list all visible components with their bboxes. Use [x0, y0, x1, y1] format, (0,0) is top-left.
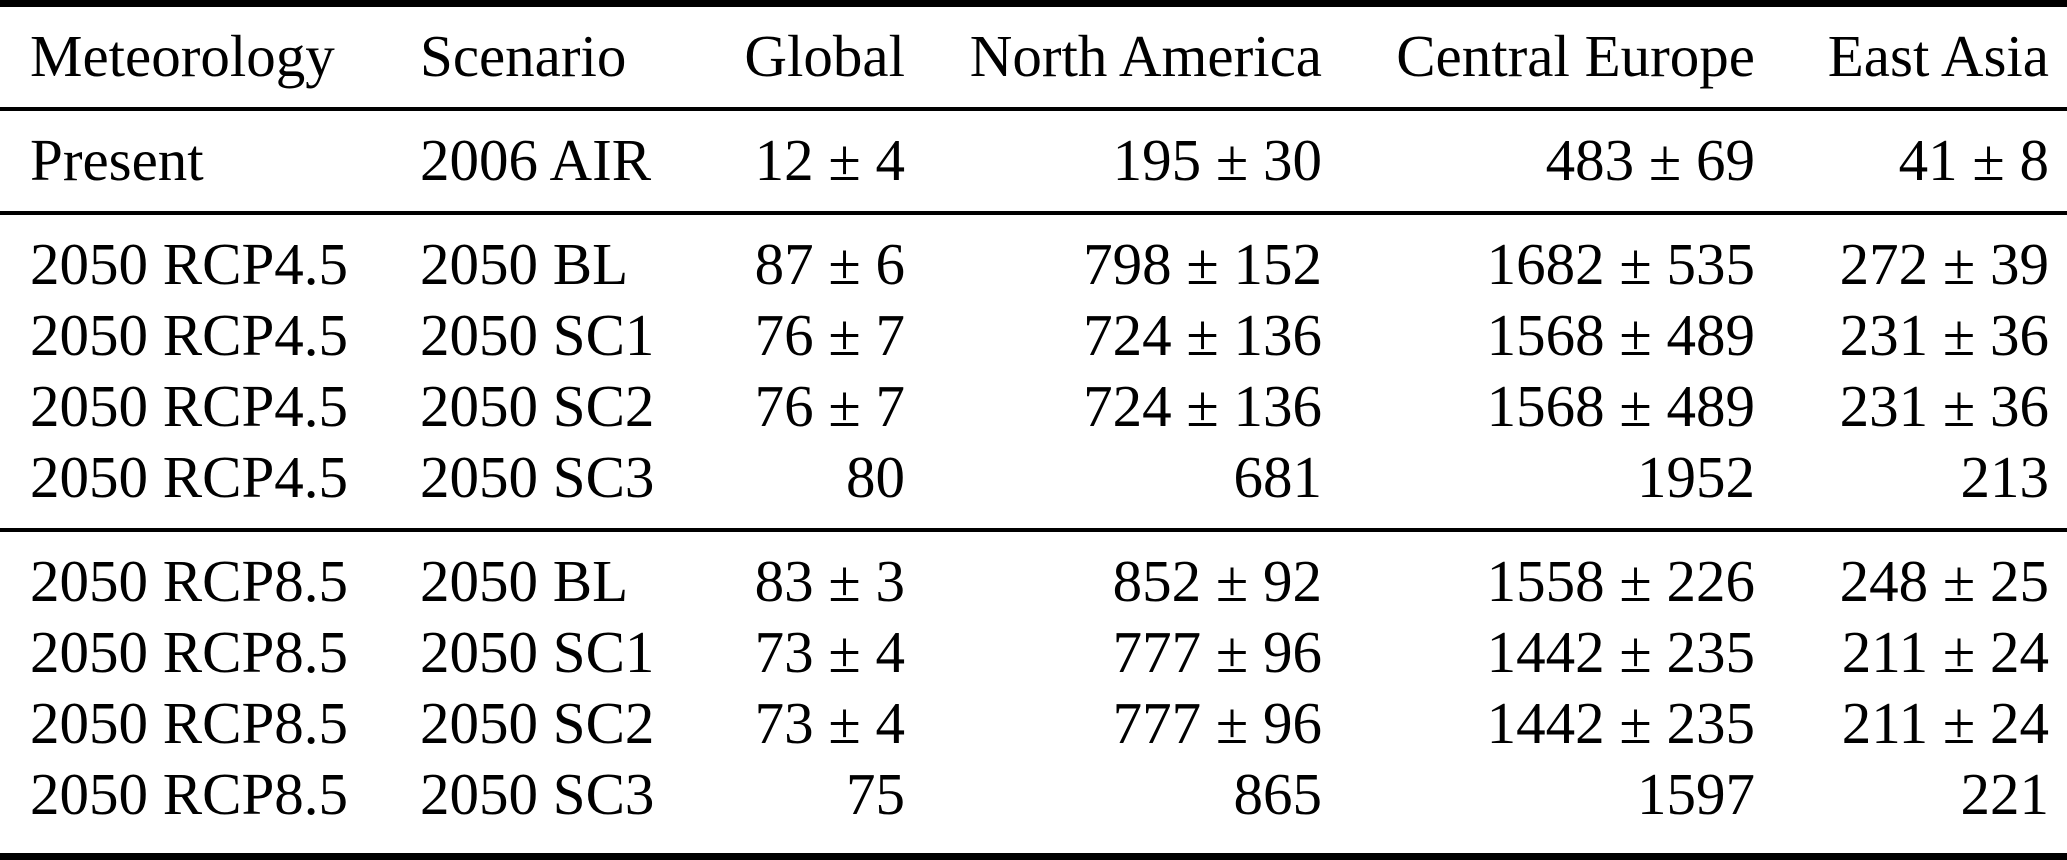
cell-east-asia: 272 ± 39	[1839, 231, 2049, 297]
cell-east-asia: 248 ± 25	[1839, 548, 2049, 614]
cell-east-asia: 213	[1960, 444, 2050, 510]
column-header-scenario: Scenario	[420, 23, 627, 89]
cell-east-asia: 231 ± 36	[1839, 373, 2049, 439]
column-header-north-america: North America	[969, 23, 1322, 89]
table-row-rcp45-bl: 2050 RCP4.5 2050 BL 87 ± 6 798 ± 152 168…	[0, 229, 2067, 300]
cell-east-asia: 221	[1960, 761, 2050, 827]
cell-scenario: 2050 SC2	[420, 690, 655, 756]
cell-east-asia: 211 ± 24	[1841, 690, 2049, 756]
group-rcp85: 2050 RCP8.5 2050 BL 83 ± 3 852 ± 92 1558…	[0, 532, 2067, 853]
table-row-rcp45-sc1: 2050 RCP4.5 2050 SC1 76 ± 7 724 ± 136 15…	[0, 300, 2067, 371]
cell-central-europe: 1442 ± 235	[1486, 690, 1755, 756]
table-row-rcp85-sc1: 2050 RCP8.5 2050 SC1 73 ± 4 777 ± 96 144…	[0, 617, 2067, 688]
cell-scenario: 2050 BL	[420, 231, 629, 297]
cell-central-europe: 483 ± 69	[1545, 127, 1755, 193]
cell-scenario: 2050 SC1	[420, 302, 655, 368]
group-rcp45: 2050 RCP4.5 2050 BL 87 ± 6 798 ± 152 168…	[0, 215, 2067, 532]
cell-global: 87 ± 6	[754, 231, 905, 297]
cell-east-asia: 41 ± 8	[1898, 127, 2049, 193]
cell-north-america: 777 ± 96	[1112, 690, 1322, 756]
table-row-rcp85-sc3: 2050 RCP8.5 2050 SC3 75 865 1597 221	[0, 759, 2067, 830]
cell-global: 76 ± 7	[754, 302, 905, 368]
cell-global: 73 ± 4	[754, 619, 905, 685]
cell-north-america: 852 ± 92	[1112, 548, 1322, 614]
cell-central-europe: 1442 ± 235	[1486, 619, 1755, 685]
cell-meteorology: 2050 RCP8.5	[30, 619, 349, 685]
cell-global: 80	[846, 444, 905, 510]
cell-scenario: 2050 SC1	[420, 619, 655, 685]
cell-meteorology: 2050 RCP4.5	[30, 444, 349, 510]
header-row: Meteorology Scenario Global North Americ…	[0, 21, 2067, 92]
table-row-rcp45-sc2: 2050 RCP4.5 2050 SC2 76 ± 7 724 ± 136 15…	[0, 371, 2067, 442]
table-row-rcp45-sc3: 2050 RCP4.5 2050 SC3 80 681 1952 213	[0, 442, 2067, 513]
cell-meteorology: 2050 RCP4.5	[30, 373, 349, 439]
cell-meteorology: 2050 RCP4.5	[30, 231, 349, 297]
cell-scenario: 2050 SC3	[420, 761, 655, 827]
group-present: Present 2006 AIR 12 ± 4 195 ± 30 483 ± 6…	[0, 111, 2067, 215]
cell-central-europe: 1682 ± 535	[1486, 231, 1755, 297]
cell-global: 73 ± 4	[754, 690, 905, 756]
cell-meteorology: 2050 RCP8.5	[30, 761, 349, 827]
cell-global: 12 ± 4	[754, 127, 905, 193]
cell-scenario: 2006 AIR	[420, 127, 652, 193]
table-row-rcp85-sc2: 2050 RCP8.5 2050 SC2 73 ± 4 777 ± 96 144…	[0, 688, 2067, 759]
column-header-meteorology: Meteorology	[30, 23, 335, 89]
cell-central-europe: 1558 ± 226	[1486, 548, 1755, 614]
cell-north-america: 724 ± 136	[1083, 373, 1322, 439]
cell-meteorology: 2050 RCP8.5	[30, 690, 349, 756]
table-row-rcp85-bl: 2050 RCP8.5 2050 BL 83 ± 3 852 ± 92 1558…	[0, 546, 2067, 617]
cell-north-america: 798 ± 152	[1083, 231, 1322, 297]
cell-central-europe: 1568 ± 489	[1486, 302, 1755, 368]
cell-global: 83 ± 3	[754, 548, 905, 614]
cell-meteorology: 2050 RCP4.5	[30, 302, 349, 368]
cell-east-asia: 211 ± 24	[1841, 619, 2049, 685]
cell-north-america: 681	[1233, 444, 1323, 510]
cell-global: 76 ± 7	[754, 373, 905, 439]
cell-north-america: 865	[1233, 761, 1323, 827]
cell-scenario: 2050 SC3	[420, 444, 655, 510]
cell-scenario: 2050 SC2	[420, 373, 655, 439]
cell-north-america: 195 ± 30	[1112, 127, 1322, 193]
cell-central-europe: 1597	[1637, 761, 1755, 827]
table-header-section: Meteorology Scenario Global North Americ…	[0, 7, 2067, 111]
cell-north-america: 777 ± 96	[1112, 619, 1322, 685]
cell-north-america: 724 ± 136	[1083, 302, 1322, 368]
cell-global: 75	[846, 761, 905, 827]
table-row-present-2006-air: Present 2006 AIR 12 ± 4 195 ± 30 483 ± 6…	[0, 125, 2067, 196]
column-header-global: Global	[744, 23, 905, 89]
cell-meteorology: 2050 RCP8.5	[30, 548, 349, 614]
column-header-east-asia: East Asia	[1827, 23, 2049, 89]
cell-central-europe: 1568 ± 489	[1486, 373, 1755, 439]
cell-central-europe: 1952	[1637, 444, 1755, 510]
cell-scenario: 2050 BL	[420, 548, 629, 614]
cell-east-asia: 231 ± 36	[1839, 302, 2049, 368]
cell-meteorology: Present	[30, 127, 204, 193]
column-header-central-europe: Central Europe	[1396, 23, 1755, 89]
